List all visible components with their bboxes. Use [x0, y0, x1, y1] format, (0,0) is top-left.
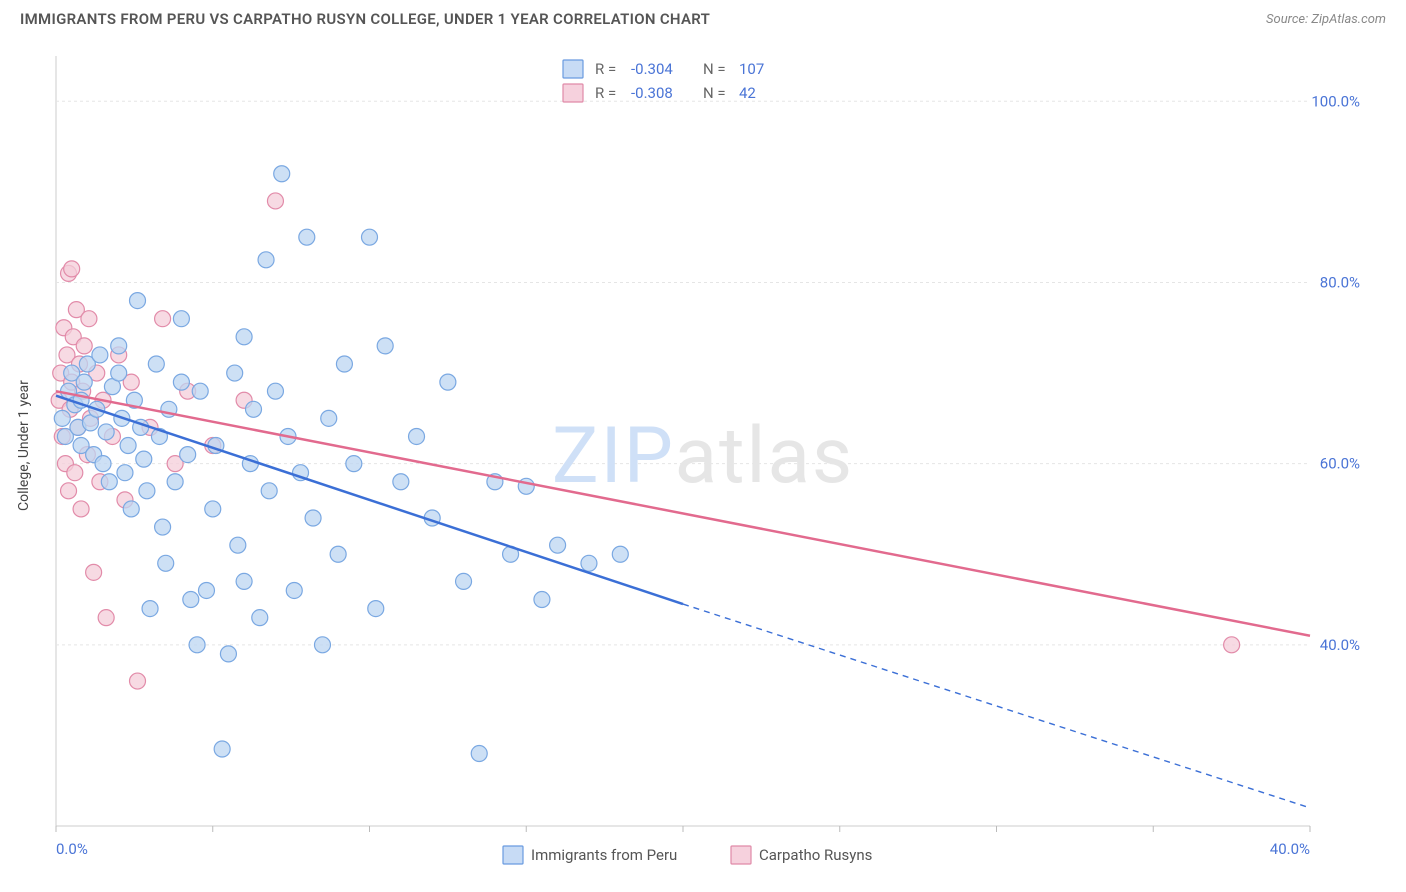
source-label: Source: ZipAtlas.com — [1266, 12, 1386, 27]
svg-text:N =: N = — [703, 84, 726, 102]
svg-text:Carpatho Rusyns: Carpatho Rusyns — [759, 846, 872, 864]
svg-text:0.0%: 0.0% — [56, 840, 88, 858]
svg-text:60.0%: 60.0% — [1320, 455, 1360, 473]
svg-text:100.0%: 100.0% — [1311, 92, 1360, 110]
svg-text:College, Under 1 year: College, Under 1 year — [16, 380, 32, 511]
scatter-chart: 40.0% 60.0% 80.0% 100.0% 0.0% 40.0% College, U… — [0, 36, 1406, 892]
chart-title: IMMIGRANTS FROM PERU VS CARPATHO RUSYN C… — [20, 10, 710, 28]
svg-text:42: 42 — [739, 84, 756, 102]
svg-text:-0.308: -0.308 — [631, 84, 673, 102]
svg-text:40.0%: 40.0% — [1270, 840, 1310, 858]
svg-text:R =: R = — [595, 60, 616, 78]
svg-text:80.0%: 80.0% — [1320, 273, 1360, 291]
svg-text:40.0%: 40.0% — [1320, 636, 1360, 654]
svg-text:N =: N = — [703, 60, 726, 78]
svg-text:R =: R = — [595, 84, 616, 102]
chart-area: ZIPatlas 40.0%60.0%80.0%100.0%0.0%40.0%C… — [0, 36, 1406, 892]
svg-text:-0.304: -0.304 — [631, 60, 673, 78]
svg-text:107: 107 — [739, 60, 764, 78]
svg-text:Immigrants from Peru: Immigrants from Peru — [531, 846, 677, 864]
